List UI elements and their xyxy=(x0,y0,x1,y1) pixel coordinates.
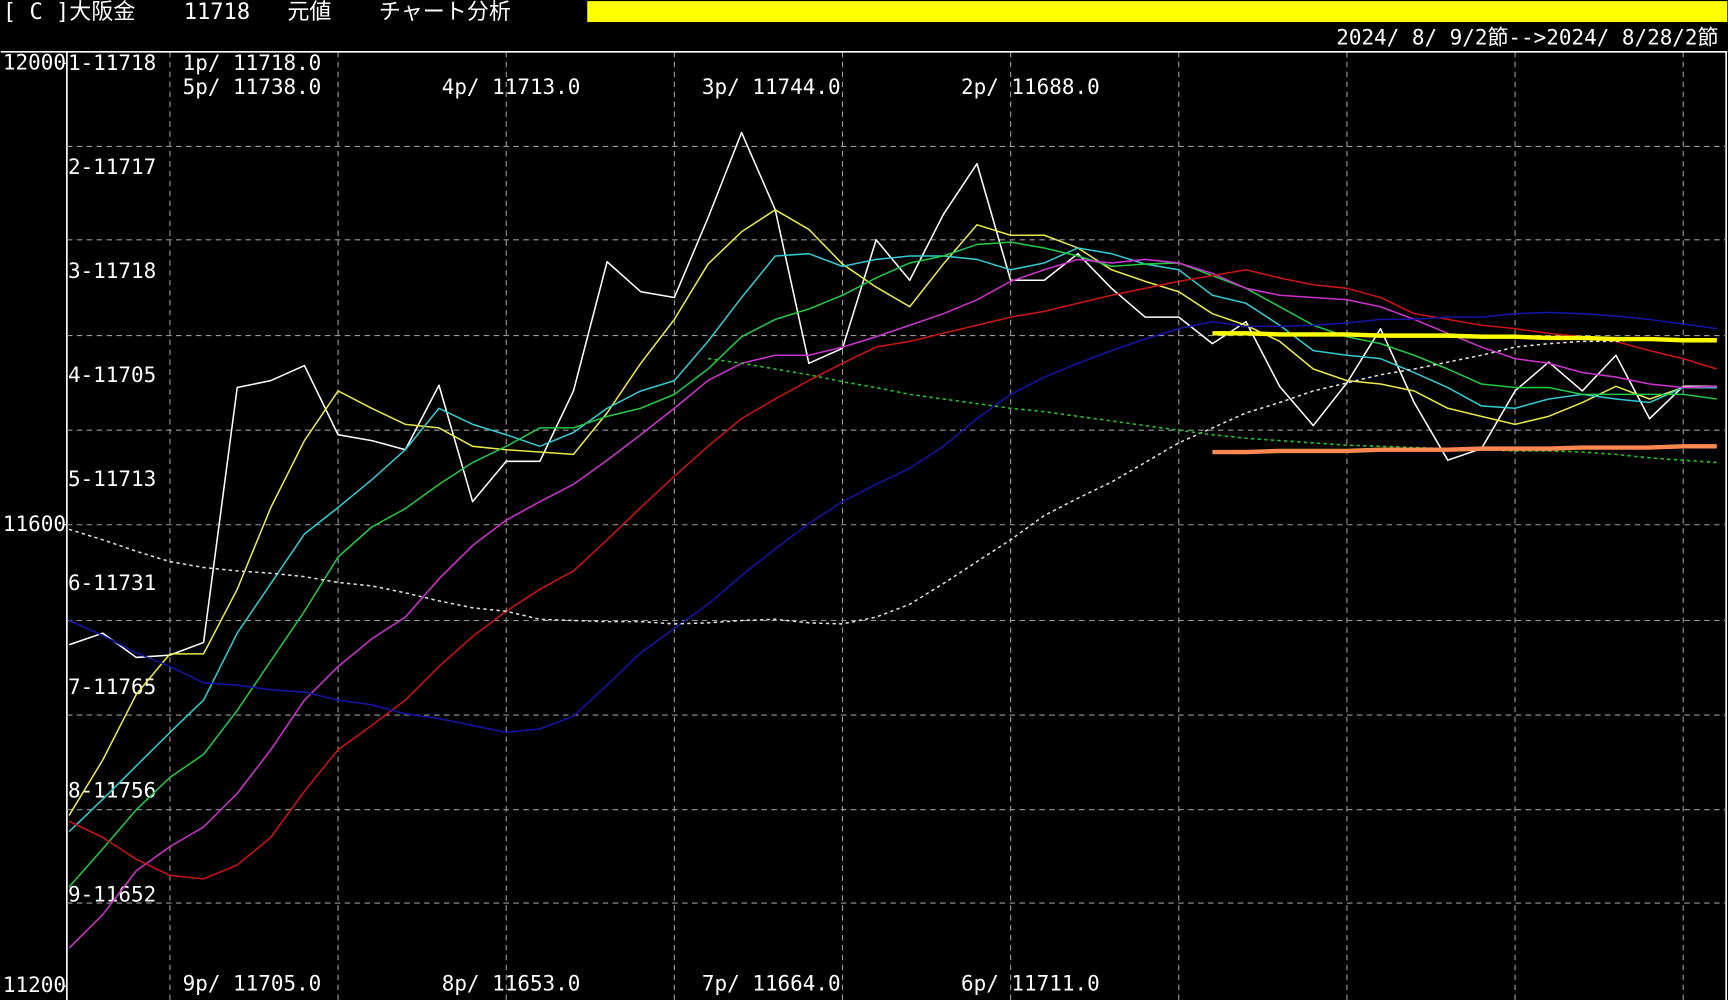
y-tick-label: 11200 xyxy=(3,973,66,997)
side-label: 6-11731 xyxy=(68,571,156,595)
side-label: 5-11713 xyxy=(68,467,156,491)
side-label: 7-11765 xyxy=(68,675,156,699)
price-label: 5p/ 11738.0 xyxy=(183,75,322,99)
price-label: 4p/ 11713.0 xyxy=(442,75,581,99)
price-label: 7p/ 11664.0 xyxy=(702,972,841,996)
series-line xyxy=(1212,444,1717,455)
mode: 元値 xyxy=(287,0,331,25)
symbol: [ C ]大阪金 xyxy=(3,0,136,25)
y-tick-label: 12000 xyxy=(3,50,66,74)
series-line xyxy=(1212,331,1717,343)
price-label: 3p/ 11744.0 xyxy=(702,75,841,99)
menu[interactable]: チャート分析 xyxy=(379,0,511,25)
price-label: 1p/ 11718.0 xyxy=(183,51,322,75)
price-label: 9p/ 11705.0 xyxy=(183,972,322,996)
side-label: 1-11718 xyxy=(68,51,156,75)
series-line xyxy=(68,311,1717,734)
series-line xyxy=(68,269,1718,880)
price-label: 2p/ 11688.0 xyxy=(961,75,1100,99)
series-line xyxy=(68,241,1717,888)
price-label: 8p/ 11653.0 xyxy=(442,972,581,996)
series-line xyxy=(68,209,1717,816)
side-label: 3-11718 xyxy=(68,259,156,283)
price: 11718 xyxy=(184,0,250,25)
series-line xyxy=(68,338,1717,625)
series-line xyxy=(707,357,1717,464)
series-line xyxy=(68,247,1717,833)
header-bar xyxy=(587,1,1728,23)
side-label: 2-11717 xyxy=(68,155,156,179)
price-label: 6p/ 11711.0 xyxy=(961,972,1100,996)
y-tick-label: 11600 xyxy=(3,512,66,536)
date-range: 2024/ 8/ 9/2節-->2024/ 8/28/2節 xyxy=(1336,26,1718,50)
side-label: 4-11705 xyxy=(68,363,156,387)
series-line xyxy=(68,258,1717,949)
